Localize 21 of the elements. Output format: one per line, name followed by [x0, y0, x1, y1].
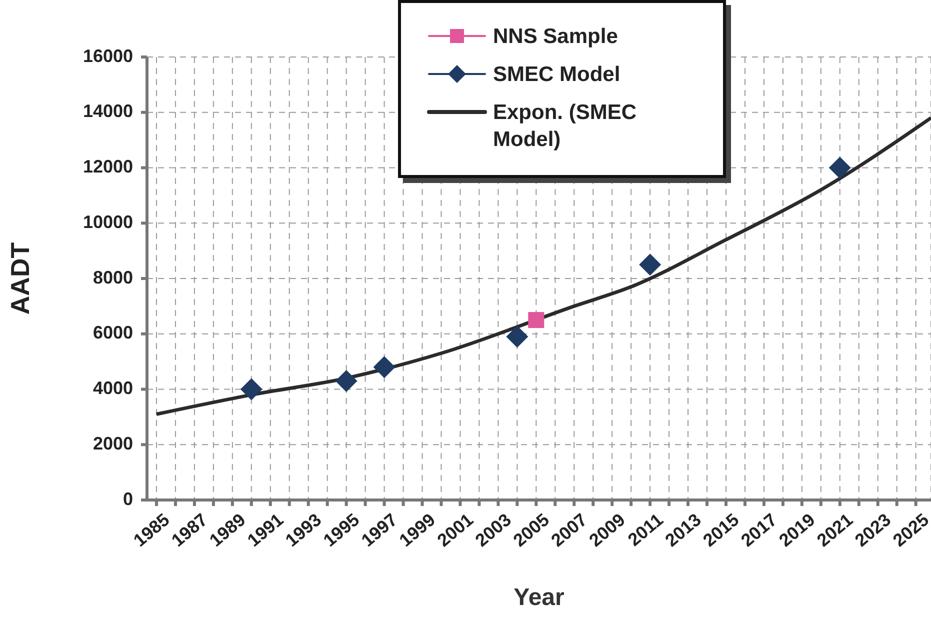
- y-tick-label: 14000: [82, 101, 133, 122]
- y-tick-label: 10000: [82, 212, 133, 232]
- point: [639, 254, 662, 276]
- y-axis-title: AADT: [5, 242, 36, 315]
- point: [828, 156, 851, 179]
- legend-label: NNS Sample: [493, 24, 619, 50]
- point: [528, 312, 544, 328]
- y-tick-label: 6000: [92, 322, 133, 343]
- legend-label: SMEC Model: [493, 62, 622, 88]
- y-tick-label: 8000: [92, 267, 133, 288]
- legend-label: Expon. (SMEC Model): [493, 100, 638, 153]
- y-tick-label: 4000: [92, 378, 133, 398]
- x-axis-title: Year: [514, 584, 564, 611]
- y-tick-label: 0: [122, 488, 133, 509]
- y-tick-label: 16000: [82, 46, 133, 66]
- point: [373, 356, 396, 378]
- point: [335, 370, 358, 392]
- y-tick-label: 12000: [82, 156, 133, 176]
- point: [240, 378, 262, 400]
- point: [506, 326, 528, 348]
- y-tick-label: 2000: [92, 433, 133, 454]
